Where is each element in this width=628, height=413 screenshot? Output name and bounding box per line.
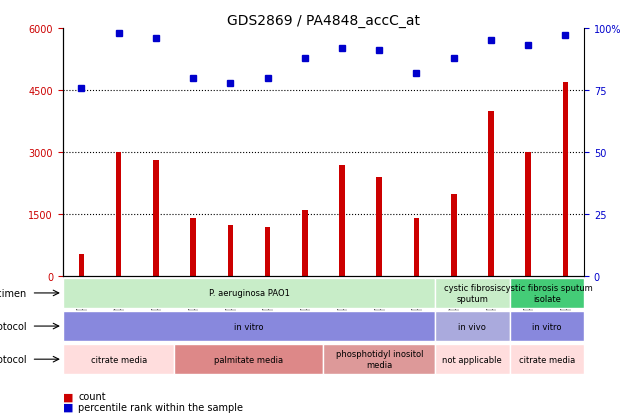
Bar — [435, 278, 509, 308]
Text: ■: ■ — [63, 392, 73, 401]
Bar — [175, 344, 323, 374]
Text: in vivo: in vivo — [458, 322, 486, 331]
Bar — [190, 219, 196, 277]
Bar — [435, 311, 509, 341]
Bar — [153, 161, 159, 277]
Bar — [323, 344, 435, 374]
Text: in vitro: in vitro — [234, 322, 264, 331]
Bar — [435, 344, 509, 374]
Text: cystic fibrosis sputum
isolate: cystic fibrosis sputum isolate — [501, 284, 593, 303]
Bar — [78, 254, 84, 277]
Text: phosphotidyl inositol
media: phosphotidyl inositol media — [335, 350, 423, 369]
Bar — [509, 311, 584, 341]
Bar — [116, 153, 121, 277]
Bar — [265, 227, 271, 277]
Bar — [63, 278, 435, 308]
Bar — [451, 194, 457, 277]
Bar — [339, 165, 345, 277]
Bar — [509, 278, 584, 308]
Bar — [414, 219, 420, 277]
Title: GDS2869 / PA4848_accC_at: GDS2869 / PA4848_accC_at — [227, 14, 420, 28]
Bar — [302, 211, 308, 277]
Text: specimen: specimen — [0, 288, 26, 298]
Text: ■: ■ — [63, 402, 73, 412]
Bar — [509, 344, 584, 374]
Bar — [488, 112, 494, 277]
Text: citrate media: citrate media — [519, 355, 575, 364]
Bar — [63, 311, 435, 341]
Text: not applicable: not applicable — [443, 355, 502, 364]
Text: P. aeruginosa PAO1: P. aeruginosa PAO1 — [208, 289, 290, 298]
Text: palmitate media: palmitate media — [214, 355, 283, 364]
Bar — [227, 225, 233, 277]
Bar — [63, 344, 175, 374]
Text: citrate media: citrate media — [90, 355, 147, 364]
Bar — [526, 153, 531, 277]
Text: in vitro: in vitro — [532, 322, 561, 331]
Text: growth protocol: growth protocol — [0, 354, 26, 364]
Text: count: count — [78, 392, 106, 401]
Text: percentile rank within the sample: percentile rank within the sample — [78, 402, 244, 412]
Text: cystic fibrosis
sputum: cystic fibrosis sputum — [444, 284, 501, 303]
Text: protocol: protocol — [0, 321, 26, 331]
Bar — [376, 178, 382, 277]
Bar — [563, 83, 568, 277]
